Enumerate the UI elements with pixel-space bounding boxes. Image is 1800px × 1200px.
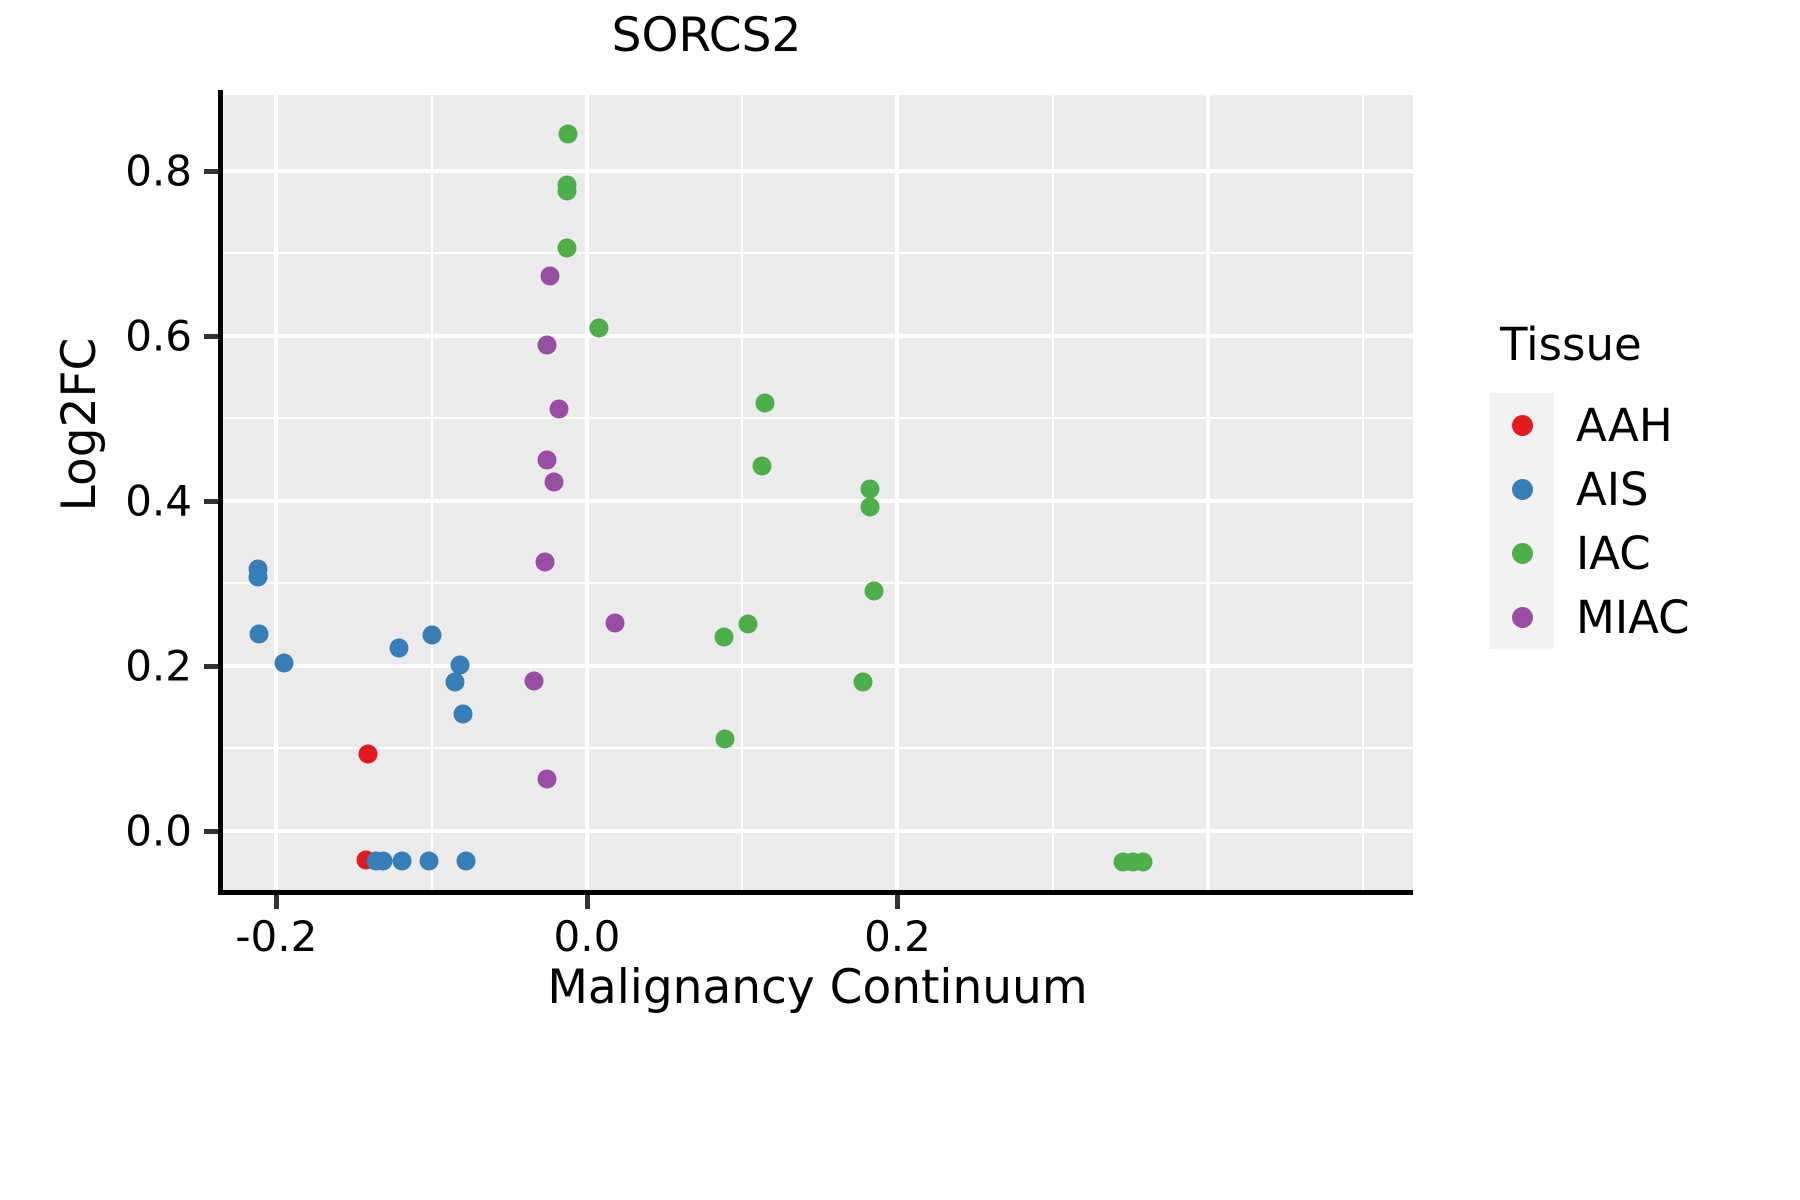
data-point-ais	[445, 672, 465, 692]
legend-title: Tissue	[1500, 318, 1642, 371]
data-point-iac	[715, 729, 735, 749]
y-tick-label: 0.0	[125, 806, 192, 856]
gridline-minor-horizontal	[222, 417, 1413, 420]
x-tick-label: -0.2	[235, 912, 318, 961]
y-tick-mark	[204, 333, 218, 339]
data-point-iac	[557, 181, 577, 201]
legend-item-miac[interactable]: MIAC	[1490, 585, 1780, 649]
gridline-minor-vertical	[430, 95, 433, 890]
data-point-iac	[589, 318, 609, 338]
x-tick-mark	[584, 895, 590, 909]
data-point-miac	[524, 671, 544, 691]
gridline-minor-vertical	[1362, 95, 1365, 890]
x-axis-line	[218, 890, 1413, 895]
legend-item-aah[interactable]: AAH	[1490, 393, 1780, 457]
data-point-ais	[249, 624, 269, 644]
gridline-minor-horizontal	[222, 747, 1413, 750]
legend: Tissue AAH AIS IAC MIAC	[1490, 318, 1780, 649]
data-point-miac	[537, 769, 557, 789]
legend-key	[1490, 457, 1554, 521]
legend-key	[1490, 521, 1554, 585]
y-tick-label: 0.6	[125, 311, 192, 361]
data-point-iac	[714, 627, 734, 647]
page-title: SORCS2	[611, 8, 802, 63]
gridline-major-horizontal	[222, 828, 1413, 833]
data-point-miac	[535, 552, 555, 572]
legend-dot-icon	[1511, 542, 1533, 564]
x-tick-mark	[274, 895, 280, 909]
gridline-major-horizontal	[222, 168, 1413, 173]
y-tick-mark	[204, 828, 218, 834]
y-axis-line	[218, 90, 223, 895]
data-point-miac	[544, 472, 564, 492]
y-tick-label: 0.8	[125, 146, 192, 196]
legend-item-label: MIAC	[1576, 590, 1690, 644]
data-point-miac	[537, 450, 557, 470]
y-tick-label: 0.2	[125, 641, 192, 691]
gridline-minor-vertical	[741, 95, 744, 890]
data-point-ais	[248, 567, 268, 587]
plot-panel	[222, 95, 1413, 890]
y-tick-mark	[204, 498, 218, 504]
gridline-major-vertical	[584, 95, 589, 890]
data-point-iac	[853, 672, 873, 692]
x-axis-label: Malignancy Continuum	[547, 960, 1088, 1015]
legend-dot-icon	[1511, 606, 1533, 628]
data-point-iac	[752, 456, 772, 476]
gridline-major-horizontal	[222, 333, 1413, 338]
legend-dot-icon	[1511, 478, 1533, 500]
legend-item-iac[interactable]: IAC	[1490, 521, 1780, 585]
legend-item-label: IAC	[1576, 526, 1651, 580]
x-tick-label: 0.0	[553, 912, 621, 961]
data-point-iac	[864, 581, 884, 601]
data-point-iac	[860, 479, 880, 499]
data-point-ais	[422, 625, 442, 645]
legend-dot-icon	[1511, 414, 1533, 436]
gridline-major-vertical	[895, 95, 900, 890]
data-point-ais	[453, 704, 473, 724]
data-point-iac	[1133, 852, 1153, 872]
data-point-iac	[738, 614, 758, 634]
legend-items: AAH AIS IAC MIAC	[1490, 393, 1780, 649]
data-point-ais	[274, 653, 294, 673]
data-point-iac	[557, 238, 577, 258]
data-point-miac	[540, 266, 560, 286]
gridline-major-horizontal	[222, 663, 1413, 668]
data-point-ais	[456, 851, 476, 871]
data-point-ais	[373, 851, 393, 871]
data-point-iac	[558, 124, 578, 144]
data-point-ais	[450, 655, 470, 675]
x-tick-label: 0.2	[864, 912, 931, 961]
y-tick-mark	[204, 663, 218, 669]
data-point-miac	[549, 399, 569, 419]
y-axis-label: Log2FC	[52, 337, 107, 512]
gridline-major-vertical	[274, 95, 279, 890]
y-tick-mark	[204, 168, 218, 174]
legend-item-label: AIS	[1576, 462, 1649, 516]
legend-item-label: AAH	[1576, 398, 1673, 452]
gridline-minor-horizontal	[222, 582, 1413, 585]
data-point-aah	[358, 744, 378, 764]
gridline-minor-horizontal	[222, 252, 1413, 255]
legend-key	[1490, 393, 1554, 457]
data-point-miac	[605, 613, 625, 633]
gridline-major-vertical	[1206, 95, 1211, 890]
x-tick-mark	[895, 895, 901, 909]
data-point-ais	[419, 851, 439, 871]
data-point-ais	[389, 638, 409, 658]
legend-key	[1490, 585, 1554, 649]
data-point-iac	[755, 393, 775, 413]
gridline-minor-vertical	[1051, 95, 1054, 890]
data-point-ais	[392, 851, 412, 871]
y-tick-label: 0.4	[125, 476, 192, 526]
gridline-major-horizontal	[222, 498, 1413, 503]
legend-item-ais[interactable]: AIS	[1490, 457, 1780, 521]
data-point-miac	[537, 335, 557, 355]
data-point-iac	[860, 497, 880, 517]
